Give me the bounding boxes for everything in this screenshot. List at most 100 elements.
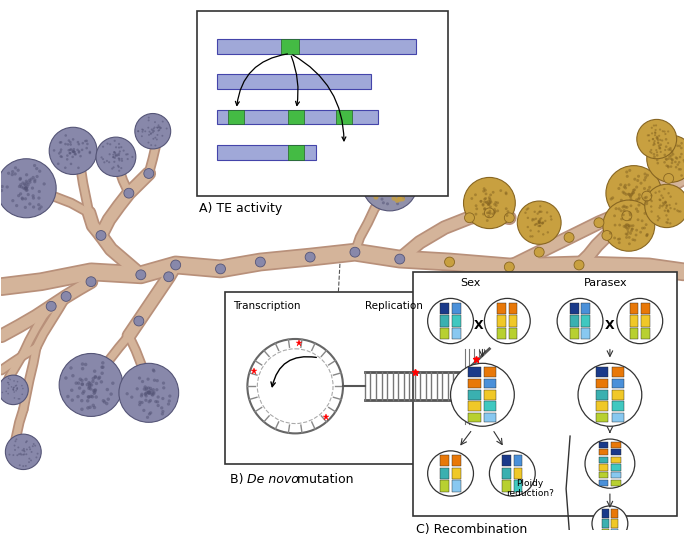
- Circle shape: [664, 209, 666, 212]
- Circle shape: [158, 126, 160, 128]
- Bar: [582, 328, 590, 339]
- Circle shape: [64, 166, 66, 169]
- Circle shape: [505, 207, 508, 210]
- Circle shape: [16, 381, 18, 382]
- Circle shape: [397, 194, 402, 199]
- Circle shape: [84, 140, 86, 142]
- Circle shape: [362, 156, 418, 211]
- Circle shape: [663, 188, 666, 190]
- Circle shape: [25, 465, 27, 467]
- Bar: [509, 315, 517, 326]
- Circle shape: [142, 388, 146, 391]
- Circle shape: [387, 185, 390, 188]
- Circle shape: [393, 181, 397, 184]
- Circle shape: [397, 183, 400, 186]
- Circle shape: [624, 206, 627, 208]
- Circle shape: [678, 144, 681, 147]
- Circle shape: [614, 207, 618, 210]
- Circle shape: [375, 173, 377, 176]
- Circle shape: [629, 214, 632, 216]
- Circle shape: [475, 204, 477, 207]
- Circle shape: [665, 146, 667, 148]
- Circle shape: [149, 130, 151, 133]
- Circle shape: [451, 364, 514, 426]
- Circle shape: [93, 390, 97, 394]
- Text: X: X: [474, 320, 484, 332]
- Bar: [216, 74, 371, 89]
- Circle shape: [667, 166, 670, 169]
- Circle shape: [144, 392, 147, 395]
- Circle shape: [399, 171, 402, 174]
- Circle shape: [382, 201, 385, 204]
- Circle shape: [637, 198, 640, 201]
- Circle shape: [395, 198, 400, 203]
- Circle shape: [59, 150, 62, 153]
- Circle shape: [24, 186, 27, 190]
- Circle shape: [445, 257, 455, 267]
- Circle shape: [147, 391, 150, 394]
- Circle shape: [614, 224, 616, 227]
- Circle shape: [158, 129, 160, 132]
- Circle shape: [86, 277, 96, 287]
- FancyArrowPatch shape: [271, 357, 316, 387]
- Circle shape: [680, 168, 682, 171]
- Circle shape: [36, 456, 38, 459]
- Circle shape: [664, 200, 667, 203]
- Circle shape: [135, 113, 171, 149]
- Circle shape: [134, 316, 144, 326]
- Circle shape: [386, 177, 390, 180]
- Circle shape: [14, 391, 15, 393]
- Circle shape: [69, 148, 72, 151]
- Circle shape: [40, 205, 42, 208]
- Circle shape: [168, 400, 171, 403]
- Circle shape: [483, 187, 486, 190]
- Circle shape: [540, 217, 543, 220]
- Circle shape: [159, 126, 161, 128]
- Bar: [282, 39, 299, 54]
- Circle shape: [482, 204, 484, 207]
- Circle shape: [538, 221, 540, 224]
- Circle shape: [619, 223, 621, 227]
- Circle shape: [145, 388, 148, 391]
- Circle shape: [532, 235, 534, 237]
- Circle shape: [654, 134, 656, 136]
- Circle shape: [149, 389, 153, 392]
- Bar: [469, 390, 480, 400]
- Circle shape: [79, 155, 82, 157]
- Circle shape: [384, 180, 387, 184]
- Circle shape: [26, 448, 28, 451]
- Circle shape: [669, 222, 671, 224]
- Circle shape: [81, 362, 84, 366]
- Circle shape: [152, 390, 155, 394]
- Circle shape: [662, 202, 664, 204]
- Circle shape: [79, 378, 82, 381]
- Circle shape: [132, 156, 134, 158]
- Circle shape: [626, 233, 629, 236]
- Circle shape: [77, 151, 80, 154]
- Circle shape: [376, 173, 379, 176]
- Circle shape: [677, 163, 679, 166]
- Circle shape: [488, 203, 490, 206]
- Circle shape: [658, 207, 661, 209]
- Circle shape: [628, 169, 632, 172]
- Circle shape: [144, 169, 153, 178]
- Bar: [440, 315, 449, 326]
- Circle shape: [627, 226, 630, 229]
- Circle shape: [155, 388, 158, 391]
- Circle shape: [483, 208, 486, 211]
- Circle shape: [86, 395, 90, 398]
- Circle shape: [400, 197, 405, 201]
- Circle shape: [120, 167, 123, 169]
- Circle shape: [657, 142, 660, 144]
- Circle shape: [171, 260, 181, 270]
- Circle shape: [86, 399, 90, 403]
- Circle shape: [72, 150, 75, 153]
- Circle shape: [7, 172, 10, 175]
- Circle shape: [653, 156, 656, 158]
- Circle shape: [638, 204, 640, 207]
- Circle shape: [92, 391, 96, 395]
- Circle shape: [386, 188, 389, 191]
- Circle shape: [373, 167, 376, 170]
- Circle shape: [621, 206, 624, 208]
- Bar: [452, 468, 460, 479]
